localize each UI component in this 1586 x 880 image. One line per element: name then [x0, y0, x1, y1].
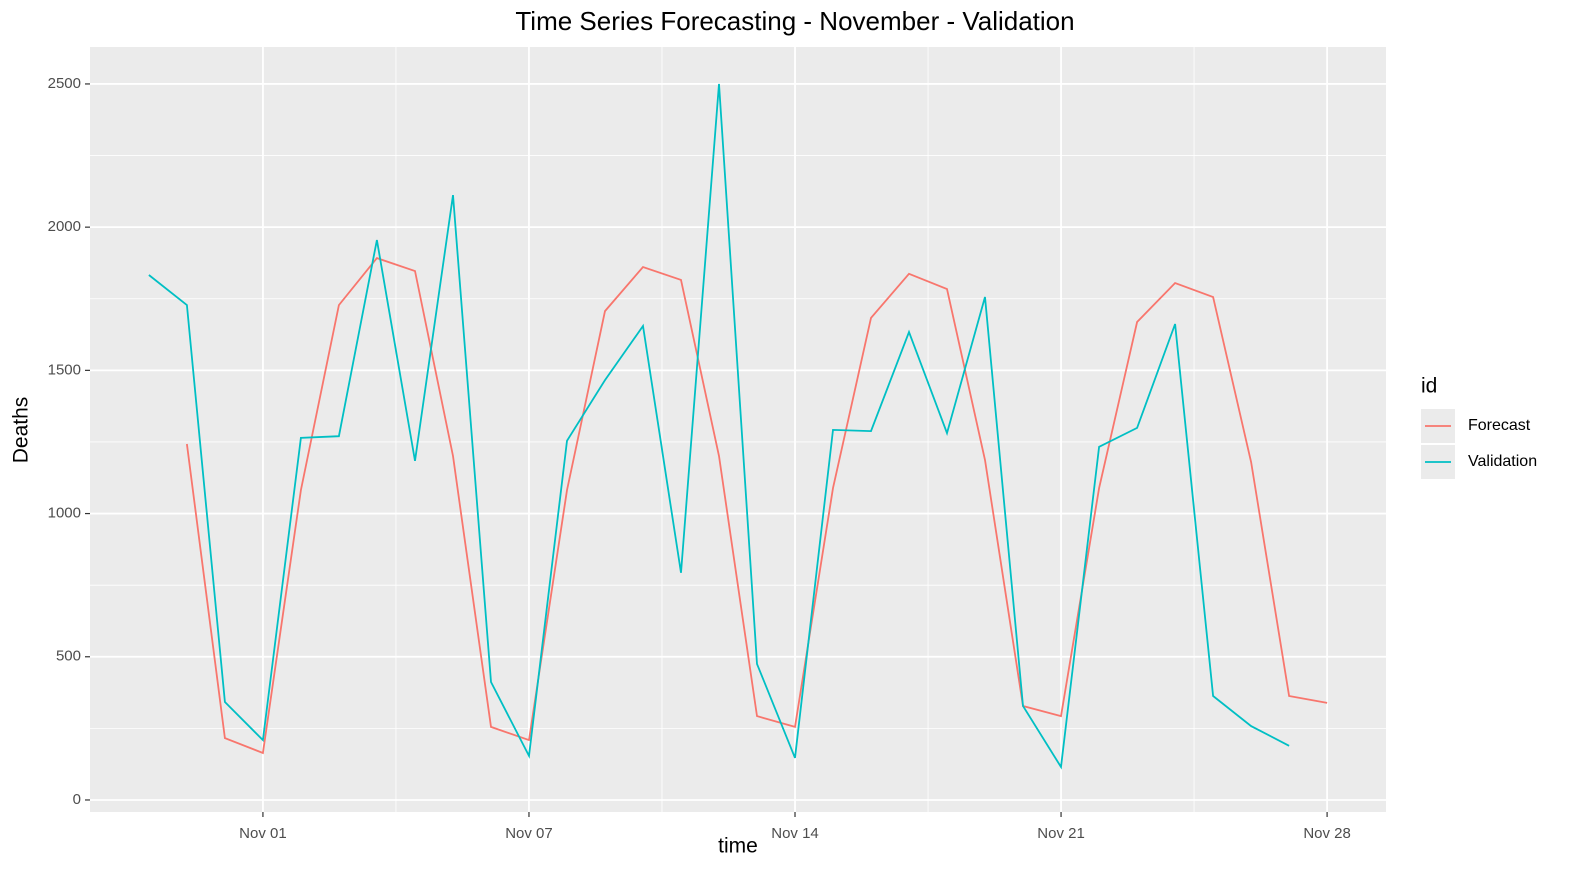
y-tick-label: 0 [73, 791, 81, 808]
y-tick-label: 1000 [48, 505, 81, 522]
x-tick-label: Nov 21 [1037, 825, 1085, 842]
lines [148, 83, 1328, 770]
y-tick-label: 500 [56, 648, 81, 665]
panel [90, 47, 1386, 812]
legend-label: Forecast [1468, 417, 1531, 434]
x-tick-label: Nov 01 [239, 825, 287, 842]
legend-title: id [1421, 375, 1437, 398]
series-line [148, 83, 1290, 770]
x-axis-title: time [718, 835, 758, 858]
y-tick-label: 2500 [48, 75, 81, 92]
x-tick-label: Nov 14 [771, 825, 819, 842]
series-line [186, 257, 1328, 755]
x-tick-label: Nov 28 [1303, 825, 1351, 842]
legend-label: Validation [1468, 453, 1537, 470]
y-tick-label: 1500 [48, 361, 81, 378]
x-tick-label: Nov 07 [505, 825, 553, 842]
y-tick-label: 2000 [48, 218, 81, 235]
y-axis-title: Deaths [10, 397, 33, 464]
chart-title: Time Series Forecasting - November - Val… [515, 6, 1074, 36]
